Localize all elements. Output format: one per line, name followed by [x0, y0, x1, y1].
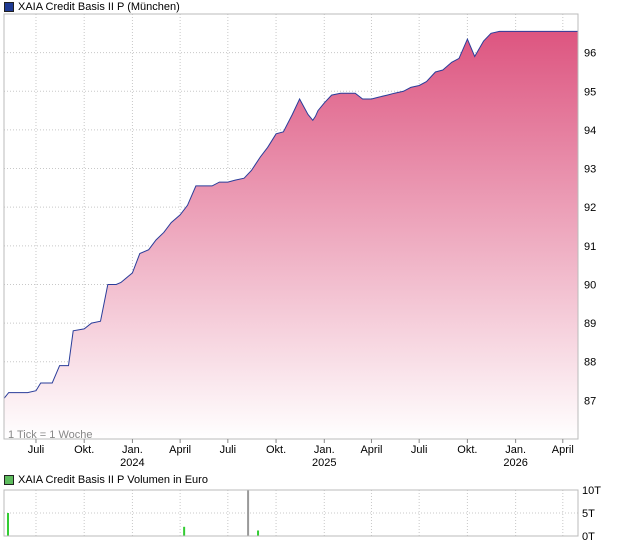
price-x-tick-label: Juli — [28, 444, 45, 456]
price-area — [4, 31, 578, 440]
volume-bar — [183, 526, 186, 536]
price-x-tick-label: April — [169, 444, 191, 456]
price-y-tick-label: 88 — [584, 357, 596, 369]
price-x-tick-label: April — [360, 444, 382, 456]
volume-legend-label: XAIA Credit Basis II P Volumen in Euro — [18, 474, 208, 486]
price-x-tick-label: Okt. — [266, 444, 286, 456]
price-legend: XAIA Credit Basis II P (München) — [4, 1, 180, 13]
volume-y-tick-label: 5T — [582, 508, 595, 520]
price-y-tick-label: 93 — [584, 164, 596, 176]
price-x-tick-label: Okt. — [457, 444, 477, 456]
price-x-tick-year: 2026 — [503, 457, 527, 469]
volume-y-axis: 10T 5T 0T — [582, 485, 601, 543]
price-x-tick-label: Jan. — [314, 444, 335, 456]
price-x-tick-label: Juli — [411, 444, 428, 456]
price-y-tick-label: 95 — [584, 86, 596, 98]
volume-bars — [7, 490, 260, 536]
price-x-tick-label: Jan. — [505, 444, 526, 456]
price-legend-label: XAIA Credit Basis II P (München) — [18, 1, 180, 13]
price-x-tick-label: Jan. — [122, 444, 143, 456]
volume-y-tick-label: 0T — [582, 531, 595, 543]
volume-grid — [4, 489, 578, 537]
volume-plot-frame — [3, 489, 579, 537]
price-y-tick-label: 90 — [584, 279, 596, 291]
volume-bar — [247, 490, 250, 536]
price-x-tick-label: Juli — [220, 444, 237, 456]
volume-y-tick-label: 10T — [582, 485, 601, 497]
price-y-tick-label: 92 — [584, 202, 596, 214]
price-y-tick-label: 89 — [584, 318, 596, 330]
volume-bar — [257, 530, 260, 536]
volume-legend-swatch — [4, 475, 14, 485]
tick-note: 1 Tick = 1 Woche — [8, 429, 93, 441]
price-y-tick-label: 91 — [584, 241, 596, 253]
price-x-tick-year: 2024 — [120, 457, 144, 469]
price-y-tick-label: 87 — [584, 395, 596, 407]
price-y-tick-label: 94 — [584, 125, 596, 137]
price-legend-swatch — [4, 2, 14, 12]
price-y-tick-label: 96 — [584, 48, 596, 60]
price-x-tick-year: 2025 — [312, 457, 336, 469]
price-line — [3, 30, 578, 399]
price-x-tick-label: April — [552, 444, 574, 456]
price-x-tick-label: Okt. — [74, 444, 94, 456]
volume-bar — [7, 513, 9, 536]
price-y-axis: 87 88 89 90 91 92 93 94 95 96 — [584, 48, 596, 408]
volume-legend: XAIA Credit Basis II P Volumen in Euro — [4, 474, 208, 486]
price-plot-frame — [3, 13, 579, 440]
